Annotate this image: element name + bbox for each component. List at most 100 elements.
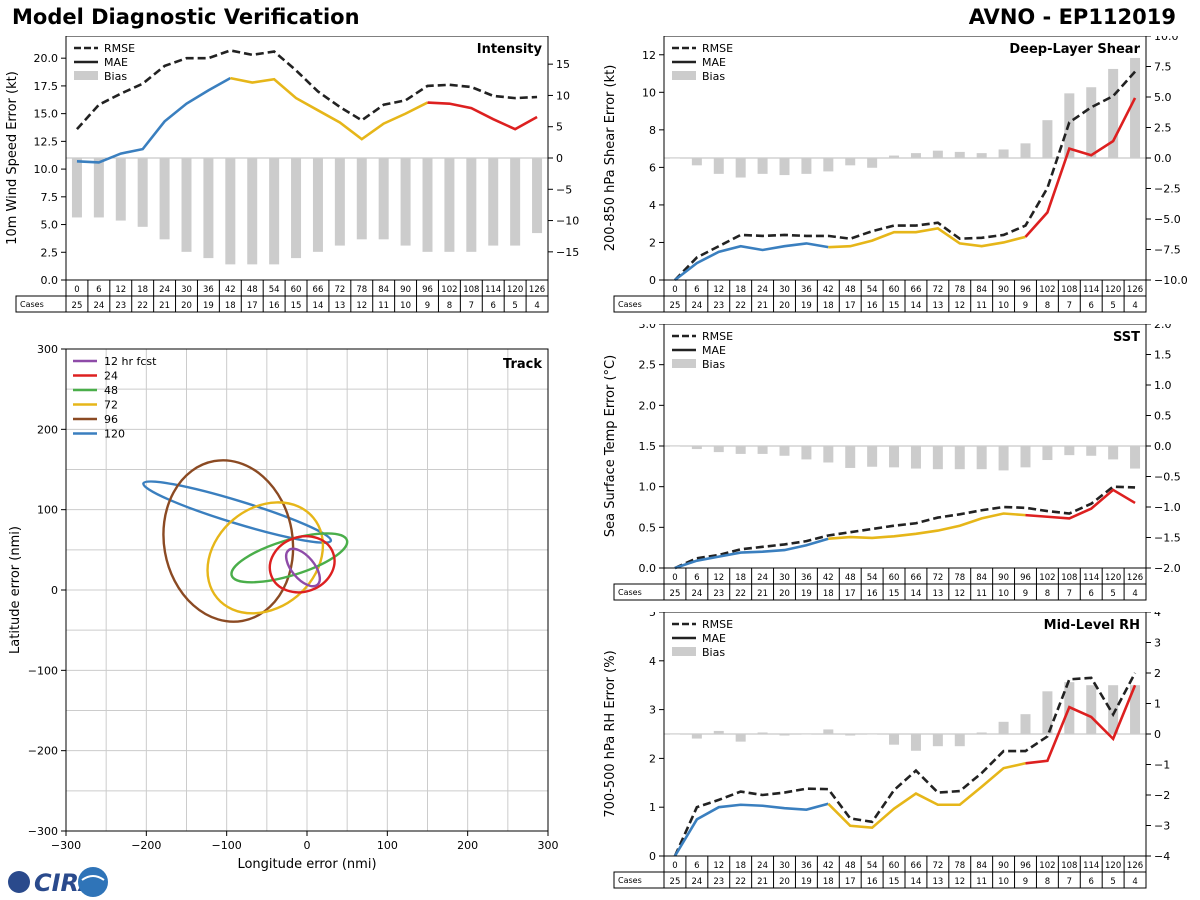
page-title: Model Diagnostic Verification [12,5,360,29]
bias-bar [1130,57,1141,158]
case-count: 6 [1089,877,1094,887]
legend-label: 72 [104,399,118,412]
y2-tick-label: 15 [556,58,570,71]
hour-label: 36 [801,285,812,295]
mae-line-segment-1 [827,762,1026,830]
hour-label: 0 [672,285,677,295]
error-ellipse [142,480,333,544]
hour-label: 60 [291,285,302,295]
case-count: 22 [735,589,746,599]
bias-bar [910,446,921,469]
bias-bar [669,734,680,735]
legend-label: 24 [104,370,118,383]
hour-label: 54 [269,285,280,295]
bias-bar [247,158,258,265]
case-count: 24 [691,877,702,887]
hour-label: 108 [463,285,479,295]
bias-bar [867,734,878,735]
legend-label: 48 [104,384,118,397]
case-count: 19 [203,301,214,311]
y-tick-label: 17.5 [34,80,59,93]
y-tick-label: −100 [28,664,58,677]
cases-label: Cases [618,300,642,309]
y-axis-label: Sea Surface Temp Error (°C) [603,355,618,537]
legend-bias-label: Bias [104,70,127,83]
bias-bar [976,153,987,158]
x-tick-label: 100 [377,839,398,852]
bias-bar [1042,120,1053,158]
y-tick-label: 300 [37,343,58,356]
x-tick-label: −300 [51,839,81,852]
hour-label: 120 [1105,861,1121,871]
rmse-line [674,485,1136,570]
case-count: 19 [801,589,812,599]
hour-label: 90 [998,861,1009,871]
bias-bar [532,158,543,234]
case-count: 14 [911,589,922,599]
case-count: 22 [137,301,148,311]
case-count: 11 [378,301,389,311]
bias-bar [115,158,126,221]
y2-tick-label: −1.0 [1154,501,1181,514]
legend-rmse-label: RMSE [702,618,733,631]
hour-label: 6 [96,285,101,295]
bias-bar [998,149,1009,158]
y-tick-label: −200 [28,745,58,758]
legend-mae-label: MAE [702,344,726,357]
hour-label: 126 [1127,573,1143,583]
mae-line-segment-1 [828,512,1026,541]
hour-label: 120 [1105,285,1121,295]
hour-label: 24 [757,861,768,871]
hour-label: 72 [334,285,345,295]
bias-bar [713,730,724,734]
case-count: 8 [1045,877,1050,887]
hour-label: 126 [529,285,545,295]
y2-tick-label: −2 [1154,789,1170,802]
hour-label: 12 [713,861,724,871]
legend-bias-swatch [74,71,98,80]
hour-label: 108 [1061,285,1077,295]
cira-logo-graphic: CIRA [8,867,108,897]
case-count: 25 [670,877,681,887]
y-tick-label: 1 [649,801,656,814]
hour-label: 66 [911,285,922,295]
globe-icon [8,871,30,893]
case-count: 9 [1023,301,1028,311]
legend-bias-swatch [672,71,696,80]
y-tick-label: 2.5 [41,246,59,259]
y2-tick-label: 0 [556,152,563,165]
hour-label: 48 [845,285,856,295]
bias-bar [356,158,367,240]
y-tick-label: 15.0 [34,108,59,121]
bias-bar [1086,87,1097,158]
bias-bar [1086,685,1097,734]
y-tick-label: 2 [649,236,656,249]
hour-label: 42 [823,573,834,583]
bias-bar [757,732,768,734]
case-count: 18 [823,301,834,311]
bias-bar [510,158,521,246]
case-count: 16 [867,589,878,599]
y2-tick-label: −2.0 [1154,562,1181,575]
hour-label: 60 [889,573,900,583]
bias-bar [801,158,812,174]
bias-bar [867,446,878,467]
case-count: 13 [932,301,943,311]
hour-label: 114 [1083,285,1099,295]
hour-label: 0 [74,285,79,295]
case-count: 13 [932,589,943,599]
bias-bar [1020,143,1031,158]
y-tick-label: 7.5 [41,191,59,204]
case-count: 24 [691,589,702,599]
hour-label: 78 [356,285,367,295]
error-ellipse [284,547,322,588]
cases-row [613,583,1147,601]
y2-tick-label: 3 [1154,637,1161,650]
hour-label: 120 [507,285,523,295]
bias-bar [669,446,680,447]
x-tick-label: −100 [212,839,242,852]
bias-bar [713,446,724,453]
hour-label: 36 [801,573,812,583]
chart-title: Deep-Layer Shear [1009,42,1140,57]
bias-bar [691,446,702,450]
